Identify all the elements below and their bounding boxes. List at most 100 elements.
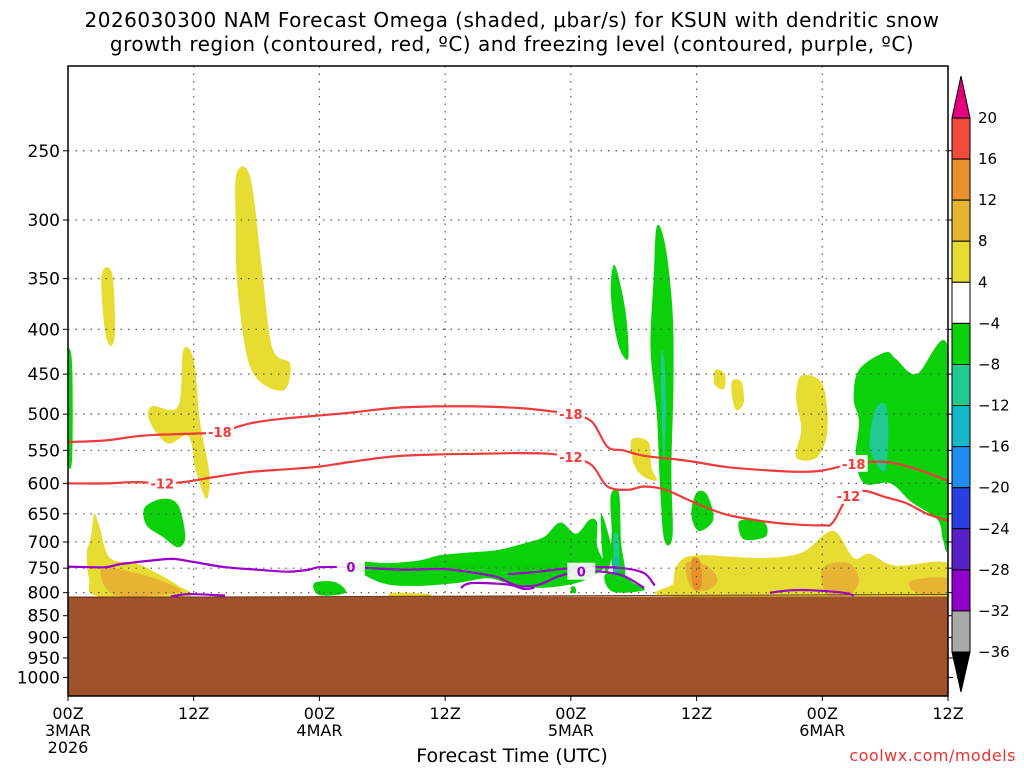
- omega-region-31: [869, 402, 889, 472]
- dendritic-contour-0: [68, 405, 948, 482]
- colorbar-bin--24--20: [951, 487, 971, 530]
- omega-region-26: [604, 572, 645, 593]
- chart-title-line-1: 2026030300 NAM Forecast Omega (shaded, μ…: [84, 8, 940, 32]
- omega-region-13: [690, 557, 703, 591]
- colorbar-bin-16-20: [951, 117, 971, 160]
- omega-region-8: [795, 374, 828, 461]
- colorbar-label-8: −16: [978, 438, 1010, 456]
- colorbar-bin-8-12: [951, 199, 971, 242]
- colorbar-label-0: 20: [978, 109, 997, 127]
- colorbar-bin--12--8: [951, 363, 971, 407]
- dendritic-12-label-bg-1: [556, 448, 585, 466]
- omega-region-7: [731, 379, 745, 411]
- y-tick-label-600: 600: [28, 474, 60, 494]
- x-tick-sublabel-0-0: 3MAR: [45, 721, 91, 740]
- omega-shading-layer: [68, 166, 948, 600]
- omega-region-4: [100, 567, 182, 597]
- colorbar-label-5: −4: [978, 314, 1000, 332]
- terrain-edge: [67, 593, 949, 598]
- colorbar-bin-12-16: [951, 158, 971, 201]
- colorbar-bin--36--32: [951, 610, 971, 653]
- colorbar-label-6: −8: [978, 355, 1000, 373]
- freezing-0-label-0: 0: [346, 561, 355, 576]
- freezing-contour-4: [769, 588, 855, 597]
- colorbar-bin--20--16: [951, 446, 971, 489]
- dendritic-12-label-0: -12: [151, 477, 175, 492]
- y-tick-label-650: 650: [28, 505, 60, 525]
- x-tick-label-12: 12Z: [178, 704, 209, 723]
- colorbar-bin--4-4: [951, 281, 971, 324]
- omega-region-19: [610, 264, 629, 360]
- chart-title-line-2: growth region (contoured, red, ºC) and f…: [109, 32, 915, 56]
- axes-layer: 2503003504004505005506006507007508008509…: [17, 65, 964, 757]
- dendritic-12-label-bg-0: [148, 474, 177, 492]
- omega-region-15: [68, 348, 73, 470]
- y-tick-label-500: 500: [28, 405, 60, 425]
- y-tick-label-750: 750: [28, 559, 60, 579]
- y-tick-label-800: 800: [28, 584, 60, 604]
- omega-region-11: [821, 562, 859, 598]
- x-tick-label-24: 00Z: [304, 704, 335, 723]
- y-tick-label-350: 350: [28, 270, 60, 290]
- omega-region-5: [630, 437, 657, 481]
- x-tick-label-72: 00Z: [807, 704, 838, 723]
- dendritic-18-label-0: -18: [208, 426, 232, 441]
- site-credit: coolwx.com/models: [849, 746, 1016, 765]
- dendritic-contour-1: [68, 452, 948, 527]
- omega-region-1: [101, 267, 116, 347]
- y-tick-label-850: 850: [28, 607, 60, 627]
- freezing-contour-1: [460, 581, 535, 591]
- freezing-contour-3: [170, 592, 226, 598]
- colorbar-label-13: −36: [978, 643, 1010, 661]
- dendritic-12-label-1: -12: [559, 451, 583, 466]
- colorbar-bin--28--24: [951, 528, 971, 571]
- colorbar-label-9: −20: [978, 479, 1010, 497]
- omega-region-21: [738, 519, 768, 541]
- dendritic-18-label-bg-2: [839, 454, 868, 472]
- dendritic-18-label-1: -18: [559, 408, 583, 423]
- dendritic-12-label-bg-2: [834, 486, 863, 504]
- terrain-layer: [67, 593, 949, 696]
- omega-region-25: [570, 586, 577, 594]
- x-tick-label-84: 12Z: [932, 704, 963, 723]
- x-tick-sublabel-0-1: 2026: [48, 738, 89, 757]
- omega-region-2: [147, 346, 210, 499]
- omega-region-30: [853, 340, 948, 553]
- colorbar-label-4: 4: [978, 273, 988, 291]
- freezing-0-label-bg-1: [567, 562, 596, 580]
- colorbar-label-2: 12: [978, 191, 997, 209]
- colorbar-label-12: −32: [978, 602, 1010, 620]
- y-tick-label-250: 250: [28, 142, 60, 162]
- x-tick-label-36: 12Z: [429, 704, 460, 723]
- y-tick-label-400: 400: [28, 320, 60, 340]
- contour-layer: -18 -18 -18 -12 -12 -12 0 0: [68, 405, 948, 598]
- x-tick-sublabel-72-0: 6MAR: [799, 721, 845, 740]
- dendritic-18-label-bg-1: [556, 405, 585, 423]
- x-axis-label: Forecast Time (UTC): [416, 745, 608, 767]
- dendritic-18-label-2: -18: [842, 458, 866, 473]
- colorbar-bin--32--28: [951, 569, 971, 612]
- y-tick-label-1000: 1000: [17, 668, 60, 688]
- omega-region-20: [691, 490, 714, 532]
- y-tick-label-450: 450: [28, 365, 60, 385]
- colorbar-bin--16--12: [951, 405, 971, 448]
- freezing-contour-0: [68, 557, 645, 589]
- grid-layer: [68, 66, 948, 597]
- omega-region-29: [614, 556, 619, 576]
- y-tick-label-700: 700: [28, 533, 60, 553]
- colorbar-label-1: 16: [978, 150, 997, 168]
- omega-region-12: [909, 577, 948, 595]
- y-tick-label-950: 950: [28, 649, 60, 669]
- x-tick-sublabel-48-0: 5MAR: [548, 721, 594, 740]
- colorbar: 20 16 12 8 4 −4 −8 −12 −16 −20 −24 −28 −32 −36: [951, 75, 1010, 693]
- colorbar-label-11: −28: [978, 561, 1010, 579]
- y-tick-label-900: 900: [28, 628, 60, 648]
- colorbar-bin--8--4: [951, 322, 971, 365]
- freezing-0-label-1: 0: [577, 566, 586, 581]
- colorbar-bin-4-8: [951, 240, 971, 283]
- omega-region-23: [600, 513, 612, 574]
- dendritic-18-label-bg-0: [205, 422, 234, 440]
- omega-region-24: [313, 581, 347, 596]
- colorbar-label-10: −24: [978, 520, 1010, 538]
